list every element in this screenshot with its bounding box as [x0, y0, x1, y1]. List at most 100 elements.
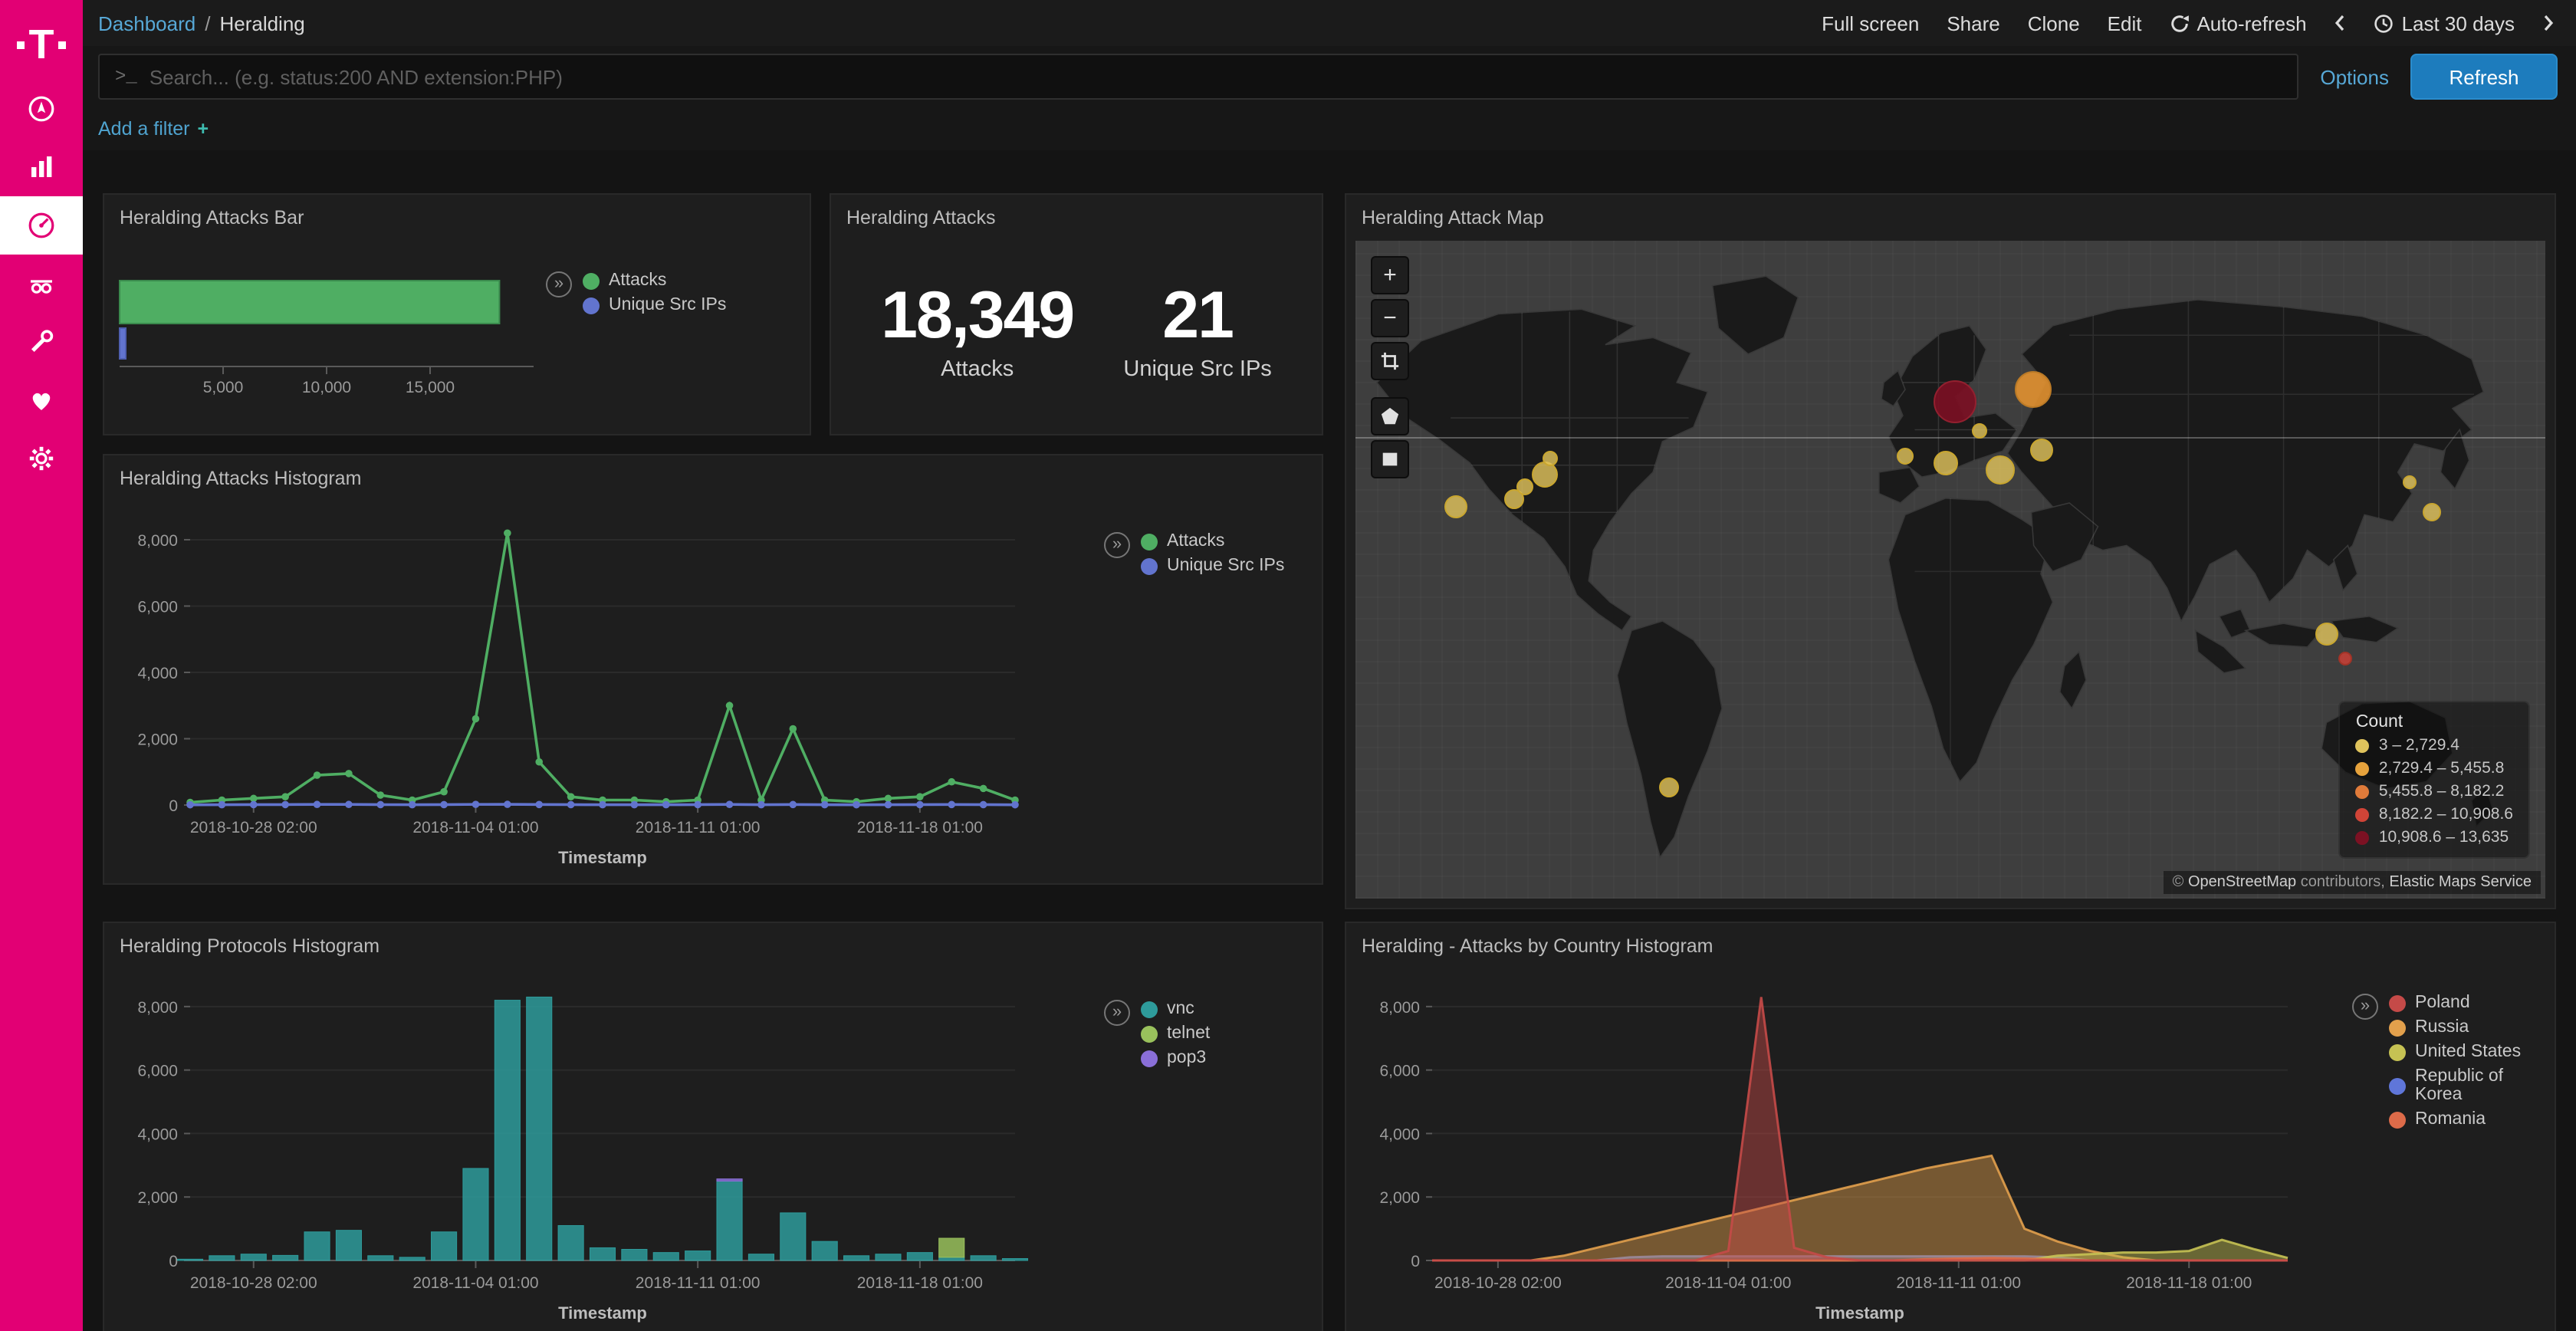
share-button[interactable]: Share	[1947, 12, 2000, 35]
legend-collapse-button[interactable]: »	[546, 271, 572, 297]
attack-location-circle[interactable]	[1543, 450, 1559, 466]
svg-text:2018-11-11 01:00: 2018-11-11 01:00	[1896, 1274, 2021, 1292]
attack-location-circle[interactable]	[1986, 455, 2016, 485]
clone-button[interactable]: Clone	[2027, 12, 2080, 35]
legend-item[interactable]: Attacks	[1141, 532, 1284, 550]
legend-item[interactable]: Russia	[2389, 1018, 2555, 1037]
bar-chart-icon	[31, 156, 52, 177]
map-legend-item[interactable]: 8,182.2 – 10,908.6	[2355, 805, 2513, 823]
legend-collapse-button[interactable]: »	[1104, 532, 1130, 558]
attack-location-circle[interactable]	[1516, 478, 1533, 495]
protocols-histogram-legend: » vnc telnet pop3	[1104, 1000, 1210, 1067]
svg-text:2018-11-11 01:00: 2018-11-11 01:00	[636, 1274, 761, 1292]
map-legend-item[interactable]: 3 – 2,729.4	[2355, 736, 2513, 754]
refresh-button[interactable]: Refresh	[2410, 54, 2558, 100]
attacks-bar-chart[interactable]: 5,000 10,000 15,000	[113, 256, 635, 428]
add-filter-link[interactable]: Add a filter	[98, 118, 190, 140]
sidebar-item-discover[interactable]	[0, 80, 83, 138]
legend-color-dot	[1141, 557, 1158, 574]
draw-rectangle-button[interactable]	[1371, 440, 1409, 478]
attacks-histogram-chart[interactable]: 0 2,000 4,000 6,000 8,000 2018-10-28 02:00 201…	[117, 508, 1037, 876]
map-legend-dot	[2355, 738, 2370, 752]
sidebar-item-monitoring[interactable]	[0, 371, 83, 429]
map-legend-item[interactable]: 10,908.6 – 13,635	[2355, 828, 2513, 846]
attack-location-circle[interactable]	[1971, 422, 1987, 439]
legend-item[interactable]: telnet	[1141, 1024, 1210, 1043]
map-legend-item[interactable]: 5,455.8 – 8,182.2	[2355, 782, 2513, 800]
svg-text:2018-11-11 01:00: 2018-11-11 01:00	[636, 819, 761, 836]
telekom-logo[interactable]: T	[0, 9, 83, 80]
time-back-button[interactable]	[2334, 14, 2347, 32]
legend-collapse-button[interactable]: »	[2352, 994, 2378, 1020]
openstreetmap-link[interactable]: OpenStreetMap	[2187, 874, 2297, 891]
options-link[interactable]: Options	[2320, 65, 2389, 88]
search-input[interactable]	[149, 65, 2282, 88]
attacks-bar-chart-area[interactable]: 5,000 10,000 15,000	[113, 256, 635, 428]
attack-location-circle[interactable]	[2422, 503, 2440, 522]
zoom-out-button[interactable]: −	[1371, 299, 1409, 337]
query-input-box[interactable]: >_	[98, 54, 2299, 100]
fit-data-button[interactable]	[1371, 342, 1409, 380]
heartbeat-icon	[32, 393, 51, 410]
attack-location-circle[interactable]	[1658, 777, 1679, 797]
elastic-maps-link[interactable]: Elastic Maps Service	[2389, 874, 2532, 891]
sidebar-item-devtools[interactable]	[0, 313, 83, 371]
panel-heralding-attacks-metric: Heralding Attacks 18,349 Attacks 21 Uniq…	[830, 193, 1323, 435]
auto-refresh-button[interactable]: Auto-refresh	[2169, 12, 2307, 35]
legend-collapse-button[interactable]: »	[1104, 1000, 1130, 1026]
legend-item[interactable]: United States	[2389, 1043, 2555, 1061]
attack-location-circle[interactable]	[1933, 450, 1958, 475]
attack-location-circle[interactable]	[2315, 622, 2338, 646]
sidebar-item-management[interactable]	[0, 429, 83, 488]
time-forward-button[interactable]	[2542, 14, 2555, 32]
legend-item[interactable]: pop3	[1141, 1049, 1210, 1067]
rectangle-icon	[1382, 452, 1398, 466]
legend-item[interactable]: Unique Src IPs	[583, 296, 726, 314]
legend-item[interactable]: Attacks	[583, 271, 726, 290]
map-legend-item[interactable]: 2,729.4 – 5,455.8	[2355, 759, 2513, 777]
attribution-text: contributors,	[2296, 874, 2390, 891]
attack-location-circle[interactable]	[1444, 495, 1468, 519]
world-map-canvas[interactable]: + −	[1355, 241, 2545, 899]
protocols-histogram-chart-area[interactable]: 0 2,000 4,000 6,000 8,000 2018-10-28 02:00 201…	[117, 975, 1037, 1331]
zoom-in-button[interactable]: +	[1371, 256, 1409, 294]
attribution-copyright: ©	[2172, 874, 2188, 891]
legend-item[interactable]: Romania	[2389, 1110, 2555, 1129]
legend-item[interactable]: Republic of Korea	[2389, 1067, 2555, 1104]
time-picker-button[interactable]: Last 30 days	[2374, 12, 2515, 35]
breadcrumb-dashboard-link[interactable]: Dashboard	[98, 12, 196, 35]
svg-text:2018-11-04 01:00: 2018-11-04 01:00	[1665, 1274, 1791, 1292]
attack-location-circle[interactable]	[2403, 475, 2417, 490]
wrench-icon	[31, 330, 54, 353]
add-filter-plus-icon[interactable]: +	[197, 118, 209, 140]
sidebar-item-honeypot[interactable]	[0, 255, 83, 313]
attack-location-circle[interactable]	[2338, 651, 2353, 666]
fullscreen-button[interactable]: Full screen	[1822, 12, 1920, 35]
legend-label: Unique Src IPs	[1167, 557, 1285, 575]
svg-text:4,000: 4,000	[1379, 1126, 1420, 1143]
map-legend-range: 10,908.6 – 13,635	[2378, 828, 2509, 846]
attacks-histogram-chart-area[interactable]: 0 2,000 4,000 6,000 8,000 2018-10-28 02:00 201…	[117, 508, 1037, 876]
legend-item[interactable]: Poland	[2389, 994, 2555, 1012]
chevron-left-icon	[2335, 15, 2344, 31]
edit-button[interactable]: Edit	[2107, 12, 2142, 35]
legend-item[interactable]: Unique Src IPs	[1141, 557, 1284, 575]
country-histogram-chart-area[interactable]: 0 2,000 4,000 6,000 8,000 2018-10-28 02:00 201…	[1359, 975, 2309, 1331]
legend-color-dot	[2389, 1019, 2406, 1036]
sidebar-item-dashboard[interactable]	[0, 196, 83, 255]
country-histogram-chart[interactable]: 0 2,000 4,000 6,000 8,000 2018-10-28 02:00 201…	[1359, 975, 2309, 1331]
legend-label: pop3	[1167, 1049, 1207, 1067]
draw-polygon-button[interactable]	[1371, 397, 1409, 435]
breadcrumb-current: Heralding	[219, 12, 305, 35]
sidebar-item-visualize[interactable]	[0, 138, 83, 196]
svg-text:4,000: 4,000	[137, 665, 178, 682]
attack-location-circle[interactable]	[2030, 439, 2054, 462]
svg-text:2018-10-28 02:00: 2018-10-28 02:00	[190, 1274, 317, 1292]
attack-location-circle[interactable]	[1897, 448, 1914, 465]
protocols-histogram-chart[interactable]: 0 2,000 4,000 6,000 8,000 2018-10-28 02:00 201…	[117, 975, 1037, 1331]
attack-location-circle[interactable]	[1934, 380, 1977, 424]
attack-location-circle[interactable]	[2015, 370, 2052, 408]
panel-title: Heralding Attacks Histogram	[120, 468, 362, 489]
legend-item[interactable]: vnc	[1141, 1000, 1210, 1018]
